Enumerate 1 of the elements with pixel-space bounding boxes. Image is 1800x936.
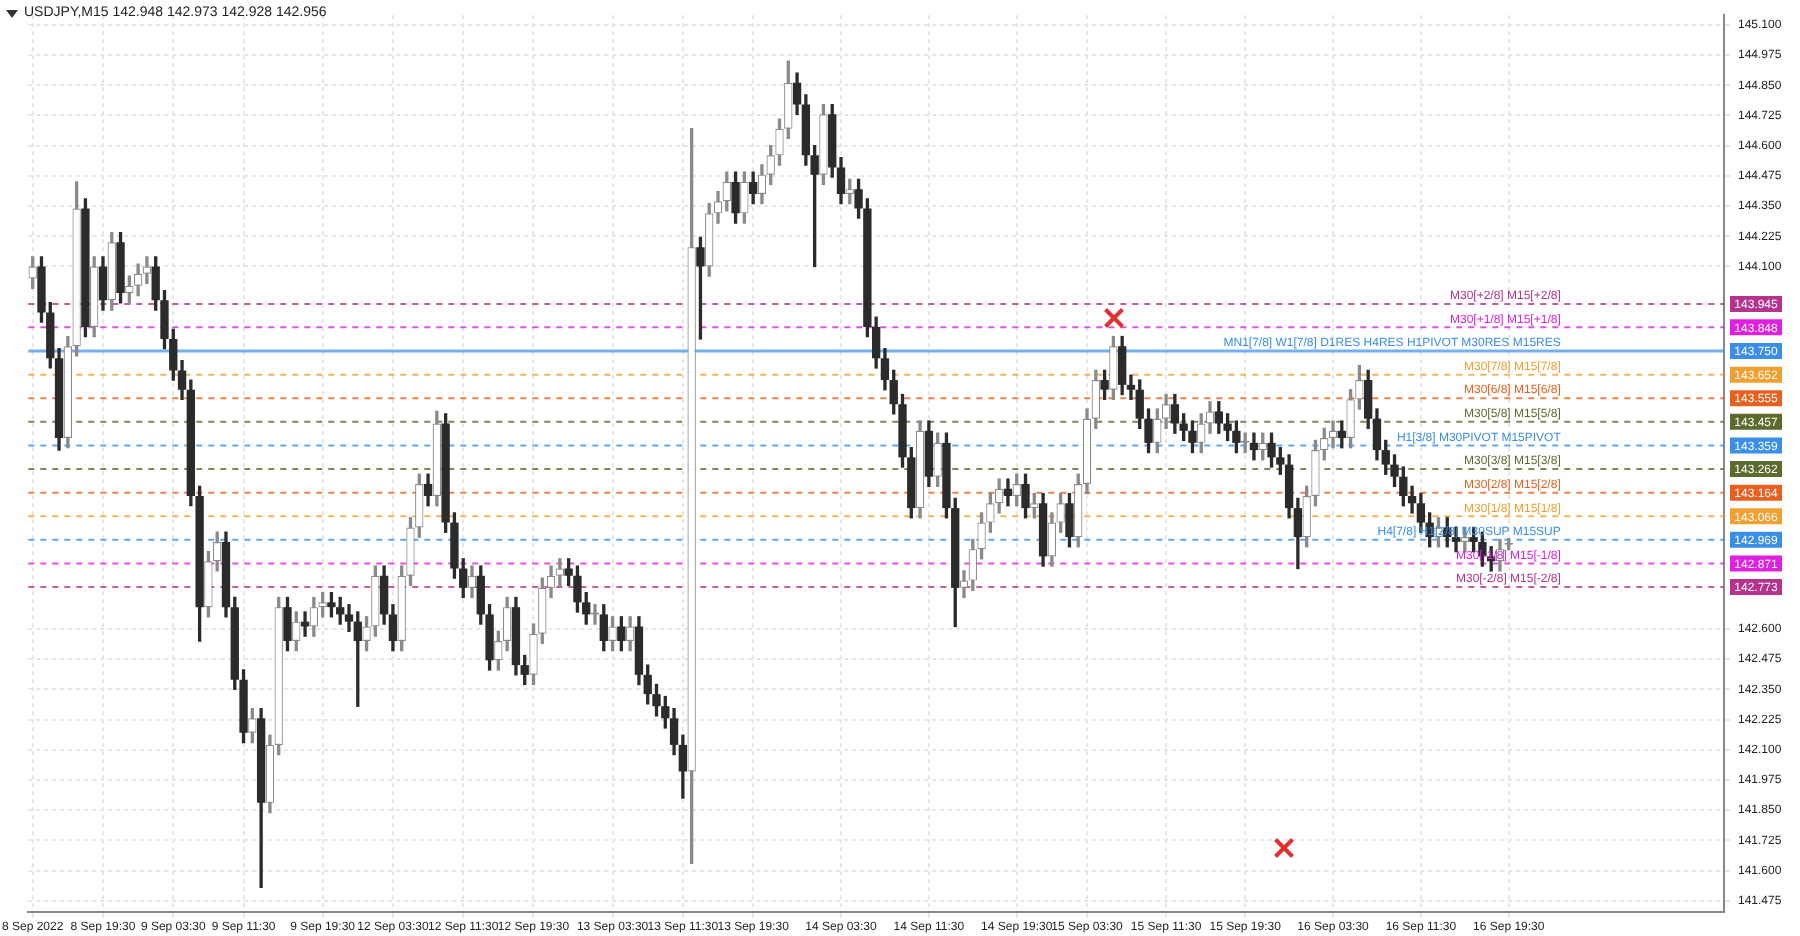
candlestick <box>1003 478 1013 507</box>
